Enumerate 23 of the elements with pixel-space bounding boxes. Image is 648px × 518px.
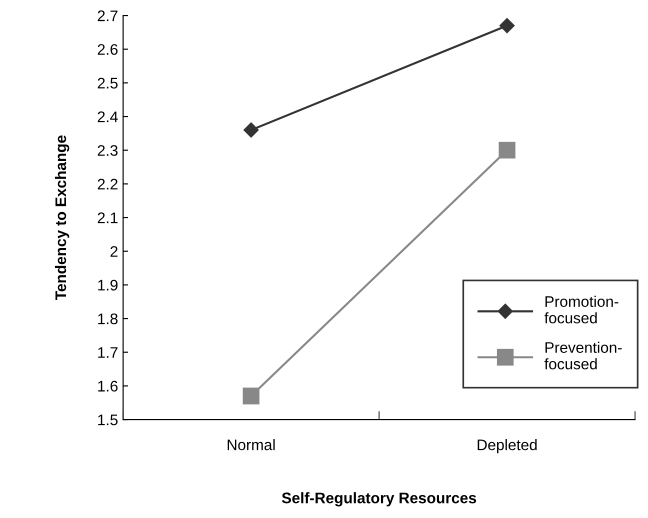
y-tick-label: 2.3 [98, 145, 118, 156]
y-tick-label: 2 [110, 246, 118, 257]
y-tick-label: 2.5 [98, 78, 118, 89]
y-tick-label: 1.8 [98, 313, 118, 324]
y-tick-label: 2.2 [98, 178, 118, 190]
y-tick-label: 1.7 [98, 347, 118, 358]
point [242, 388, 260, 404]
legend-label: Prevention- focused [544, 342, 622, 370]
y-tick-label: 2.4 [98, 111, 118, 122]
point [244, 122, 259, 138]
y-tick-label: 1.9 [98, 280, 118, 291]
point [498, 142, 516, 159]
legend-label: Promotion- focused [544, 296, 618, 324]
y-tick-label: 1.6 [98, 380, 118, 392]
x-axis-title: Self-Regulatory Resources [282, 492, 476, 506]
y-axis-title: Tendency to Exchange [54, 135, 70, 300]
x-tick-label: Depleted [478, 439, 537, 454]
y-tick-label: 2.7 [98, 10, 118, 22]
y-tick-label: 1.5 [98, 414, 118, 426]
point [499, 18, 515, 34]
y-tick-label: 2.1 [98, 212, 118, 224]
x-tick-label: Normal [228, 439, 275, 450]
y-tick-label: 2.6 [98, 44, 118, 55]
